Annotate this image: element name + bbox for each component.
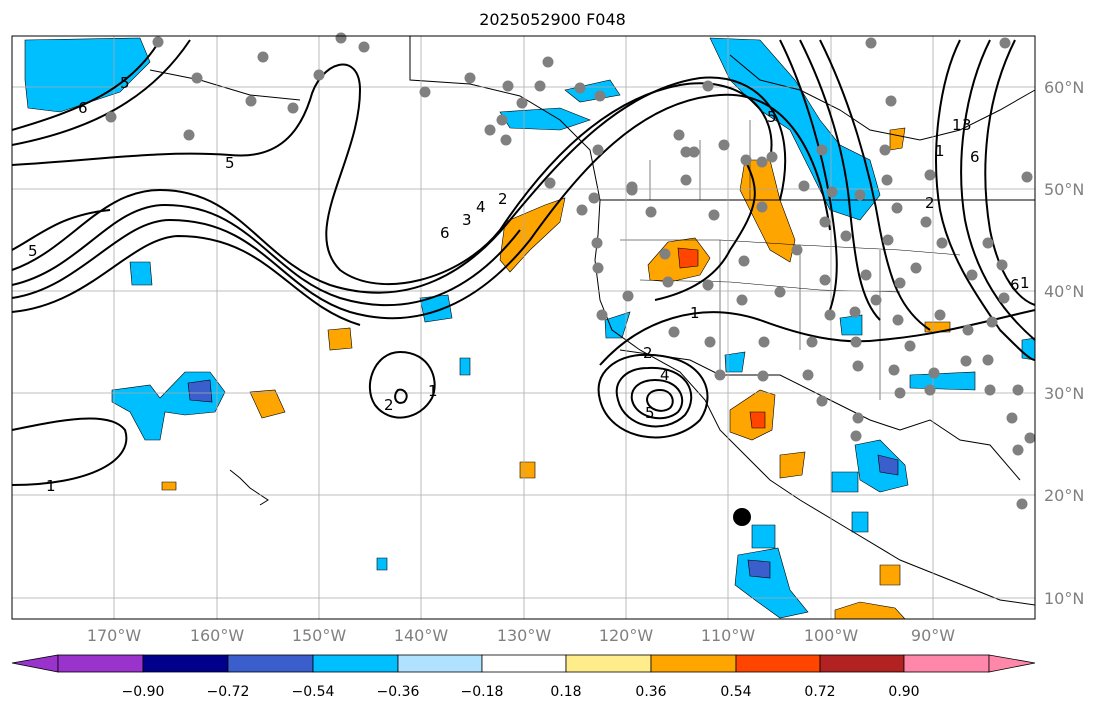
colorbar-swatch [481, 654, 567, 673]
contour-label: 4 [660, 366, 670, 384]
colorbar-swatch [57, 654, 144, 673]
contour-label: 2 [384, 396, 394, 414]
colorbar-swatch [565, 654, 652, 673]
contour-label: 1 [428, 382, 438, 400]
colorbar-tick-label: −0.72 [206, 684, 250, 700]
colorbar [11, 654, 1036, 673]
colorbar-tick-label: −0.36 [376, 684, 420, 700]
map-title: 2025052900 F048 [479, 10, 626, 29]
colorbar-swatch [312, 654, 399, 673]
lat-label: 10°N [1044, 589, 1085, 608]
contour-label: 1 [690, 304, 700, 322]
contour-label: 5 [120, 74, 130, 92]
contour-label: 6 [1010, 276, 1020, 294]
lat-label: 60°N [1044, 78, 1085, 97]
colorbar-swatch [11, 654, 59, 673]
lon-label: 110°W [700, 626, 756, 645]
colorbar-tick-label: 0.36 [635, 684, 667, 700]
colorbar-swatch [142, 654, 229, 673]
contour-label: 4 [476, 198, 486, 216]
colorbar-tick-label: −0.90 [121, 684, 165, 700]
map-frame [11, 35, 1036, 620]
contour-label: 5 [28, 242, 38, 260]
lon-label: 120°W [598, 626, 654, 645]
negative-shading [24, 37, 1036, 619]
colorbar-tick-label: −0.18 [460, 684, 504, 700]
colorbar-swatch [819, 654, 905, 673]
contour-label: 3 [962, 116, 972, 134]
lon-label: 170°W [86, 626, 142, 645]
contour-label: 5 [645, 404, 655, 422]
colorbar-tick-label: 0.54 [720, 684, 752, 700]
station-dots [105, 32, 1036, 510]
lon-label: 150°W [291, 626, 347, 645]
contour-label: 1 [935, 142, 945, 160]
contour-labels: 5 6 5 5 1 3 4 6 2 1 2 4 5 1 1 5 2 1 1 3 … [28, 74, 1030, 495]
colorbar-swatch [903, 654, 990, 673]
contour-label: 2 [925, 194, 935, 212]
colorbar-tick-label: 0.18 [550, 684, 582, 700]
colorbar-swatch [735, 654, 821, 673]
colorbar-tick-label: −0.54 [291, 684, 335, 700]
contour-label: 5 [225, 154, 235, 172]
colorbar-tick-label: 0.72 [804, 684, 836, 700]
contour-label: 6 [440, 224, 450, 242]
lat-label: 50°N [1044, 180, 1085, 199]
lon-label: 100°W [803, 626, 859, 645]
colorbar-tick-label: 0.90 [888, 684, 920, 700]
storm-center-marker [733, 508, 751, 526]
lon-label: 140°W [393, 626, 449, 645]
contour-label: 2 [498, 190, 508, 208]
contour-label: 3 [462, 211, 472, 229]
contour-label: 1 [952, 116, 962, 134]
lon-label: 130°W [496, 626, 552, 645]
contour-label: 6 [970, 148, 980, 166]
colorbar-swatch [988, 654, 1036, 673]
contour-label: 6 [78, 99, 88, 117]
colorbar-swatch [227, 654, 314, 673]
colorbar-swatch [650, 654, 737, 673]
lon-label: 160°W [189, 626, 245, 645]
lat-label: 30°N [1044, 384, 1085, 403]
contour-label: 1 [1020, 274, 1030, 292]
colorbar-swatch [397, 654, 483, 673]
lat-label: 20°N [1044, 486, 1085, 505]
contour-lines [11, 39, 1036, 486]
contour-label: 2 [643, 344, 653, 362]
contour-label: 5 [767, 108, 777, 126]
contour-label: 1 [46, 477, 56, 495]
lon-label: 90°W [910, 626, 956, 645]
lat-label: 40°N [1044, 282, 1085, 301]
graticule [12, 36, 1035, 619]
